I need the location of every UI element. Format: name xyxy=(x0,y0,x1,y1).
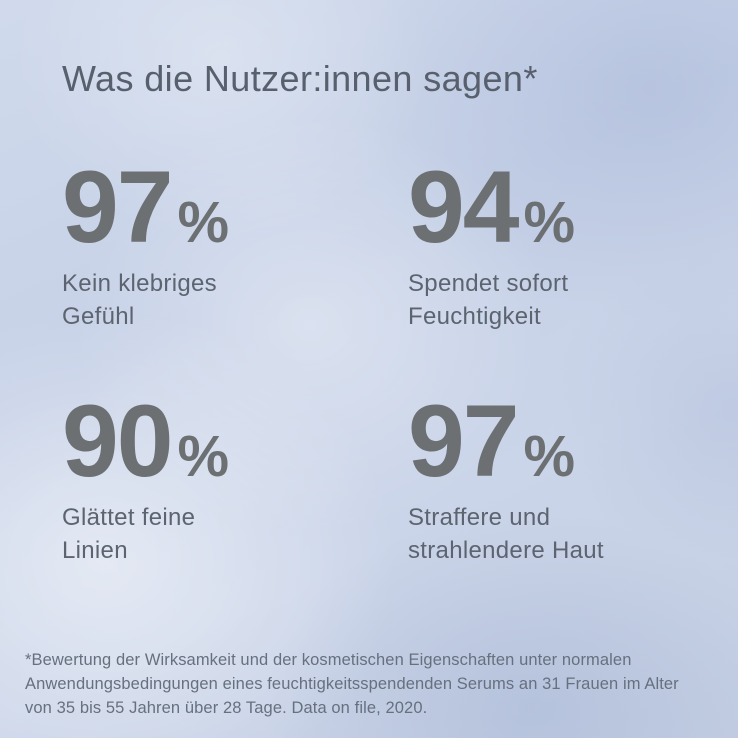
stat-label: Spendet sofort Feuchtigkeit xyxy=(408,270,569,330)
percent-sign: % xyxy=(523,424,576,489)
stat-label: Glättet feine Linien xyxy=(62,504,196,564)
page-title: Was die Nutzer:innen sagen* xyxy=(62,58,538,99)
stat-card-smooths-fine-lines: 90% Glättet feine Linien xyxy=(62,390,392,567)
stat-number: 97% xyxy=(408,390,738,492)
stat-value: 97 xyxy=(408,384,519,498)
stat-card-instant-moisture: 94% Spendet sofort Feuchtigkeit xyxy=(408,156,738,333)
percent-sign: % xyxy=(523,190,576,255)
footnote: *Bewertung der Wirksamkeit und der kosme… xyxy=(25,651,679,717)
stat-value: 90 xyxy=(62,384,173,498)
stat-value: 94 xyxy=(408,150,519,264)
stat-card-no-sticky-feel: 97% Kein klebriges Gefühl xyxy=(62,156,392,333)
percent-sign: % xyxy=(177,424,230,489)
percent-sign: % xyxy=(177,190,230,255)
stat-number: 97% xyxy=(62,156,392,258)
stat-number: 94% xyxy=(408,156,738,258)
stat-value: 97 xyxy=(62,150,173,264)
stat-card-firmer-radiant-skin: 97% Straffere und strahlendere Haut xyxy=(408,390,738,567)
stat-label: Straffere und strahlendere Haut xyxy=(408,504,604,564)
stat-number: 90% xyxy=(62,390,392,492)
stat-label: Kein klebriges Gefühl xyxy=(62,270,217,330)
